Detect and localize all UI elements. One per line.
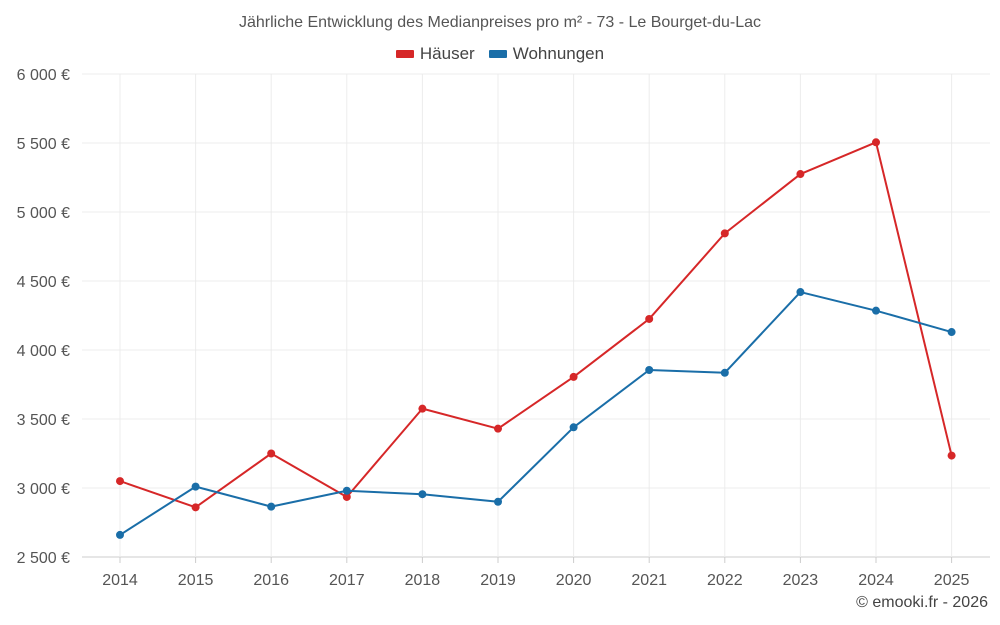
data-point-haeuser[interactable] [720,229,729,238]
x-tick-label: 2025 [934,572,970,589]
data-point-haeuser[interactable] [569,372,578,381]
data-point-wohnungen[interactable] [342,486,351,495]
y-tick-label: 5 000 € [17,205,70,222]
data-point-wohnungen[interactable] [267,502,276,511]
data-point-wohnungen[interactable] [418,490,427,499]
legend-item-wohnungen[interactable]: Wohnungen [488,44,605,64]
data-point-haeuser[interactable] [947,451,956,460]
x-tick-label: 2020 [556,572,592,589]
data-point-haeuser[interactable] [191,503,200,512]
chart-title: Jährliche Entwicklung des Medianpreises … [238,14,762,31]
data-point-haeuser[interactable] [418,404,427,413]
data-point-haeuser[interactable] [267,449,276,458]
chart-legend: Häuser Wohnungen [0,44,1000,64]
x-tick-label: 2016 [253,572,289,589]
legend-item-haeuser[interactable]: Häuser [395,44,475,64]
x-tick-label: 2024 [858,572,894,589]
x-tick-label: 2023 [783,572,819,589]
x-tick-label: 2014 [102,572,138,589]
y-tick-label: 5 500 € [17,136,70,153]
y-tick-label: 4 000 € [17,343,70,360]
x-tick-label: 2015 [178,572,214,589]
data-point-haeuser[interactable] [796,170,805,179]
legend-label-wohnungen: Wohnungen [512,44,605,63]
copyright-credit: © emooki.fr - 2026 [856,594,988,611]
x-tick-label: 2019 [480,572,516,589]
data-point-haeuser[interactable] [645,314,654,323]
y-tick-label: 6 000 € [17,67,70,84]
data-point-haeuser[interactable] [872,138,880,147]
x-tick-label: 2021 [631,572,667,589]
series-line-wohnungen [119,291,952,536]
x-tick-label: 2017 [329,572,365,589]
data-point-wohnungen[interactable] [720,368,729,377]
x-tick-label: 2018 [405,572,441,589]
y-tick-label: 3 000 € [17,481,70,498]
y-tick-label: 2 500 € [17,550,70,567]
legend-label-haeuser: Häuser [419,44,475,63]
data-point-wohnungen[interactable] [191,482,200,491]
y-tick-label: 3 500 € [17,412,70,429]
data-point-haeuser[interactable] [494,424,502,433]
legend-swatch-haeuser [395,50,414,58]
data-point-wohnungen[interactable] [872,306,880,315]
data-point-wohnungen[interactable] [947,328,956,337]
x-tick-label: 2022 [707,572,743,589]
data-point-haeuser[interactable] [116,477,124,486]
data-point-wohnungen[interactable] [645,366,654,375]
data-point-haeuser[interactable] [342,492,351,501]
data-point-wohnungen[interactable] [569,423,578,432]
legend-swatch-wohnungen [488,50,507,58]
y-tick-label: 4 500 € [17,274,70,291]
series-line-haeuser [119,141,953,509]
data-point-wohnungen[interactable] [494,497,502,506]
data-point-wohnungen[interactable] [116,530,124,539]
data-point-wohnungen[interactable] [796,288,805,297]
